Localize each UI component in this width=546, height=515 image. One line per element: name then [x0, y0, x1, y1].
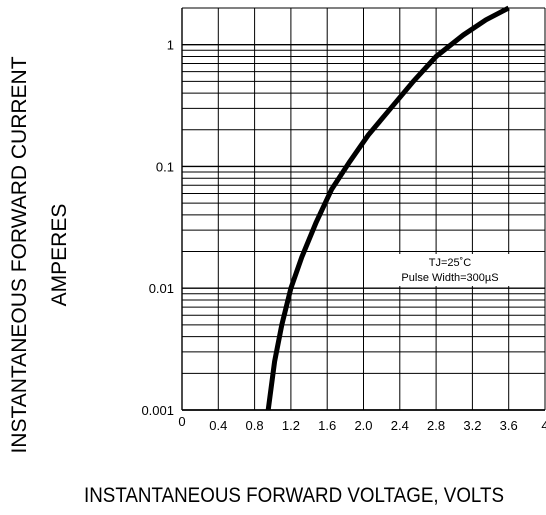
annotation-pulse-width: Pulse Width=300µS: [401, 272, 498, 284]
y-tick-label: 0.1: [156, 159, 174, 174]
y-axis-unit: AMPERES: [48, 204, 71, 307]
x-tick-label: 2.4: [391, 418, 409, 433]
x-tick-label: 3.2: [463, 418, 481, 433]
y-tick-label: 0.01: [149, 281, 174, 296]
x-tick-label: 2.8: [427, 418, 445, 433]
plot-frame: [181, 7, 545, 411]
series-layer: [265, 5, 510, 411]
annotation-temperature: TJ=25˚C: [429, 257, 472, 269]
x-tick-label: 1.2: [282, 418, 300, 433]
x-tick-label: 3.6: [500, 418, 518, 433]
x-axis-title: INSTANTANEOUS FORWARD VOLTAGE, VOLTS: [84, 484, 504, 507]
grid: [181, 7, 546, 411]
y-axis-title: INSTANTANEOUS FORWARD CURRENT: [8, 56, 31, 453]
x-tick-label: 2.0: [354, 418, 372, 433]
y-tick-label: 0.001: [141, 403, 174, 418]
y-tick-label: 1: [167, 38, 174, 53]
forward-current-curve: [265, 5, 510, 411]
x-tick-label: 1.6: [318, 418, 336, 433]
x-tick-label: 0.8: [246, 418, 264, 433]
annotation-background: [396, 254, 532, 286]
x-tick-label: 4: [541, 418, 546, 433]
x-tick-label: 0.4: [209, 418, 227, 433]
tick-labels: 0 0.4 0.8 1.2 1.6 2.0 2.4 2.8 3.2 3.6 4 1 0.1 0.01 0.0…: [141, 38, 546, 433]
x-tick-label: 0: [178, 414, 185, 429]
